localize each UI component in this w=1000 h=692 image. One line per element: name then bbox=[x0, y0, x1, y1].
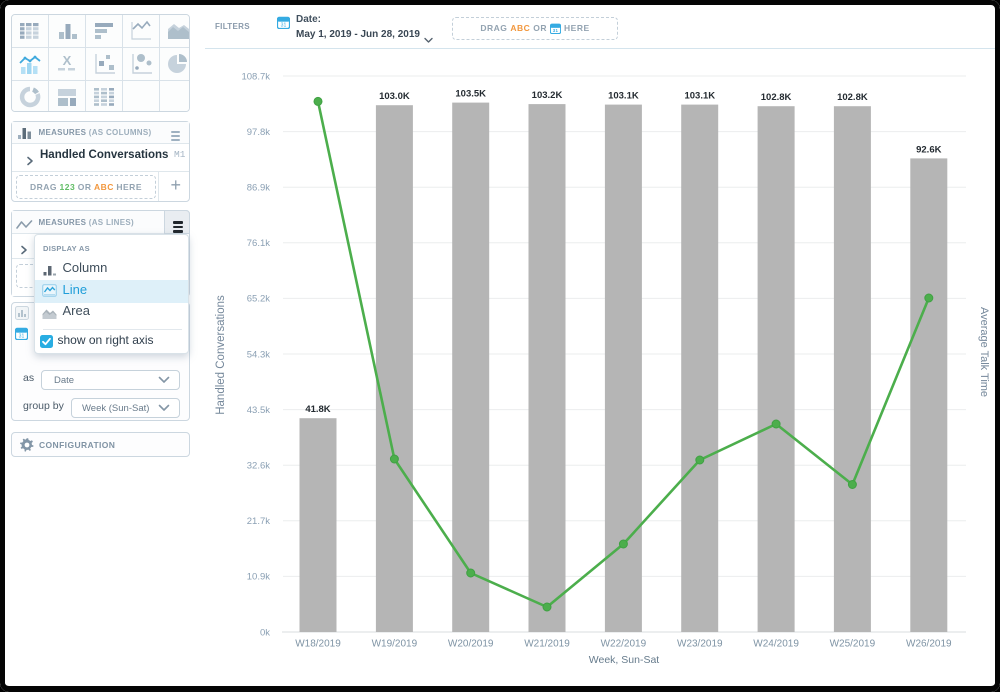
svg-text:86.9k: 86.9k bbox=[247, 183, 270, 194]
svg-text:102.8K: 102.8K bbox=[761, 92, 792, 103]
svg-text:21.7k: 21.7k bbox=[247, 516, 270, 527]
svg-text:W25/2019: W25/2019 bbox=[830, 639, 876, 650]
svg-text:Week, Sun-Sat: Week, Sun-Sat bbox=[589, 654, 660, 666]
svg-text:103.1K: 103.1K bbox=[608, 91, 639, 102]
svg-text:31: 31 bbox=[553, 28, 559, 33]
svg-text:W19/2019: W19/2019 bbox=[372, 639, 418, 650]
svg-text:108.7k: 108.7k bbox=[241, 71, 270, 82]
svg-text:0k: 0k bbox=[260, 627, 270, 638]
svg-text:31: 31 bbox=[19, 334, 25, 340]
svg-text:97.8k: 97.8k bbox=[247, 127, 270, 138]
svg-text:103.0K: 103.0K bbox=[379, 91, 410, 102]
svg-text:92.6K: 92.6K bbox=[916, 144, 941, 155]
svg-text:103.2K: 103.2K bbox=[532, 90, 563, 101]
svg-text:W26/2019: W26/2019 bbox=[906, 639, 952, 650]
svg-text:X: X bbox=[63, 53, 72, 68]
svg-text:W23/2019: W23/2019 bbox=[677, 639, 723, 650]
svg-text:102.8K: 102.8K bbox=[837, 92, 868, 103]
svg-text:54.3k: 54.3k bbox=[247, 349, 270, 360]
svg-text:32.6k: 32.6k bbox=[247, 461, 270, 472]
svg-text:41.8K: 41.8K bbox=[305, 404, 330, 415]
svg-text:Handled Conversations: Handled Conversations bbox=[215, 295, 227, 415]
svg-text:W18/2019: W18/2019 bbox=[295, 639, 341, 650]
svg-text:10.9k: 10.9k bbox=[247, 572, 270, 583]
svg-text:76.1k: 76.1k bbox=[247, 238, 270, 249]
svg-text:W22/2019: W22/2019 bbox=[601, 639, 647, 650]
svg-text:43.5k: 43.5k bbox=[247, 405, 270, 416]
svg-text:W20/2019: W20/2019 bbox=[448, 639, 494, 650]
svg-text:103.1K: 103.1K bbox=[684, 91, 715, 102]
svg-text:103.5K: 103.5K bbox=[455, 89, 486, 100]
svg-text:Average Talk Time: Average Talk Time bbox=[978, 307, 990, 397]
svg-text:W24/2019: W24/2019 bbox=[753, 639, 799, 650]
svg-text:W21/2019: W21/2019 bbox=[524, 639, 570, 650]
svg-text:65.2k: 65.2k bbox=[247, 294, 270, 305]
svg-text:31: 31 bbox=[281, 23, 287, 29]
